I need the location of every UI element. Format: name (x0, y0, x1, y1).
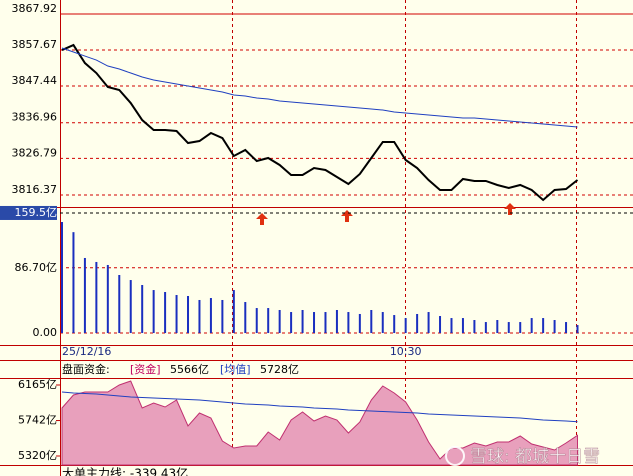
bar (496, 320, 499, 334)
bar (553, 320, 556, 334)
bar (576, 325, 579, 334)
bar (473, 320, 476, 334)
bar (106, 264, 109, 334)
fund-average-line (61, 391, 578, 423)
watermark: 雪球: 都城十日雪 (470, 447, 600, 467)
bar (530, 318, 533, 334)
y-tick-label: 3816.37 (12, 183, 58, 196)
y-tick-label: 3867.92 (12, 2, 58, 15)
plot: 25/12/16 10:30 3867.92 3857.67 3847.44 3836.9… (0, 2, 633, 466)
price-line (61, 43, 579, 202)
bar (187, 295, 190, 334)
y-tick-label: 3826.79 (12, 146, 58, 159)
bar (439, 316, 442, 334)
bar (565, 322, 568, 334)
y-tick-label: 86.70亿 (15, 261, 58, 274)
bar (164, 292, 167, 334)
bar (95, 261, 98, 334)
y-tick-label: 0.00 (33, 326, 58, 339)
bar (290, 312, 293, 334)
bar (324, 312, 327, 334)
y-tick-label: 159.5亿 (15, 206, 58, 219)
bar (209, 298, 212, 334)
bar (484, 322, 487, 334)
bar (278, 309, 281, 334)
watermark-logo (445, 446, 465, 466)
bar (542, 318, 545, 334)
arrow (504, 203, 516, 215)
legend-name: [均值] (220, 363, 251, 376)
fund-title: 盘面资金: (62, 362, 110, 376)
bar (416, 313, 419, 334)
bar (358, 313, 361, 334)
y-tick-label: 3857.67 (12, 38, 58, 51)
bar (393, 315, 396, 334)
bar (232, 290, 235, 334)
bar (335, 309, 338, 334)
bar (129, 280, 132, 334)
bar (61, 222, 63, 334)
bar (507, 322, 510, 334)
price-line (61, 47, 578, 128)
y-tick-label: 3836.96 (12, 111, 58, 124)
bar (118, 274, 121, 334)
legend-value: 5566亿 (170, 363, 209, 376)
arrow (256, 213, 268, 225)
bar (313, 312, 316, 334)
bar (427, 312, 430, 334)
bar (175, 295, 178, 334)
y-tick-label: 5742亿 (18, 414, 57, 427)
tick-highlight (0, 205, 57, 220)
footer-text: 大单主力线: -339.43亿 (62, 466, 188, 476)
bar (450, 318, 453, 334)
bar (83, 257, 86, 334)
legend-value: 5728亿 (260, 363, 299, 376)
bar (347, 312, 350, 334)
bar (72, 232, 75, 334)
bar (198, 299, 201, 334)
bar (255, 308, 258, 334)
bar (404, 318, 407, 334)
bar (519, 322, 522, 334)
bar (267, 308, 270, 334)
y-tick-label: 6165亿 (18, 378, 57, 391)
y-tick-label: 5320亿 (18, 449, 57, 462)
y-tick-label: 3847.44 (12, 74, 58, 87)
bar (461, 318, 464, 334)
bar (221, 299, 224, 334)
bar (370, 309, 373, 334)
bar (381, 312, 384, 334)
bar (152, 290, 155, 334)
x-tick-label: 10:30 (390, 345, 422, 358)
fund-area (61, 380, 578, 466)
bar (244, 302, 247, 334)
bar (141, 285, 144, 334)
x-tick-label: 25/12/16 (62, 345, 111, 358)
bar (301, 309, 304, 334)
legend-name: [资金] (130, 362, 161, 376)
